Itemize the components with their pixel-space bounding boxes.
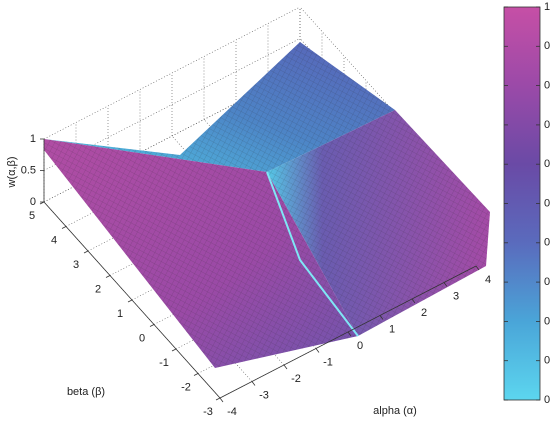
colorbar-tick-label: 0.4 (544, 237, 550, 249)
axes: -4 -3 -2 -1 0 1 2 3 4 -3 -2 -1 0 1 2 3 4 5 0 0.5 1 (21, 133, 491, 418)
colorbar-tick-label: 0.1 (544, 355, 550, 367)
surface-patch (44, 42, 490, 368)
colorbar-tick-label: 0.3 (544, 276, 550, 288)
colorbar-tick-label: 0.8 (544, 80, 550, 92)
x-tick-label: -3 (259, 389, 269, 401)
y-tick (215, 397, 221, 401)
y-tick-label: 0 (139, 332, 145, 344)
x-tick-label: -1 (323, 356, 333, 368)
x-tick-label: -2 (291, 373, 301, 385)
x-tick-label: 2 (421, 307, 427, 319)
y-tick-label: 4 (51, 234, 57, 246)
colorbar-tick-label: 1 (544, 1, 550, 13)
x-tick-label: 1 (389, 323, 395, 335)
colorbar-tick-label: 0 (544, 394, 550, 406)
colorbar (503, 6, 541, 401)
y-tick (127, 299, 133, 303)
colorbar-tick-label: 0.7 (544, 119, 550, 131)
x-tick (347, 331, 352, 337)
x-tick-label: 0 (357, 340, 363, 352)
x-tick-label: 3 (453, 290, 459, 302)
x-tick (443, 282, 448, 287)
z-tick-label: 1 (30, 133, 36, 145)
y-tick (83, 250, 89, 254)
x-tick-label: -4 (227, 406, 237, 418)
colorbar-tick-label: 0.9 (544, 40, 550, 52)
z-tick-label: 0.5 (21, 164, 36, 176)
x-tick (251, 381, 256, 386)
y-tick (193, 373, 199, 376)
surface (44, 42, 490, 368)
y-tick-label: -2 (181, 381, 191, 393)
colorbar-tick-label: 0.6 (544, 158, 550, 170)
y-tick (61, 226, 67, 229)
y-axis-label: beta (β) (67, 386, 105, 398)
x-tick (475, 265, 480, 271)
x-tick (315, 348, 320, 353)
colorbar-tick-label: 0.2 (544, 315, 550, 327)
surface-ridge (266, 171, 359, 337)
y-tick-label: 3 (73, 259, 79, 271)
y-tick-label: -1 (159, 357, 169, 369)
x-tick (379, 315, 384, 320)
y-tick-label: 5 (29, 210, 35, 222)
y-tick (149, 324, 155, 327)
x-tick (283, 364, 288, 370)
y-tick-label: -3 (203, 406, 213, 418)
x-tick-label: 4 (485, 274, 491, 286)
z-axis-label: w(α,β) (6, 156, 18, 188)
x-tick (219, 397, 224, 403)
y-tick-label: 2 (95, 283, 101, 295)
grid-line (299, 6, 477, 204)
y-tick (105, 275, 111, 278)
x-axis-label: alpha (α) (373, 405, 417, 417)
z-tick-label: 0 (30, 196, 36, 208)
y-tick (171, 348, 177, 352)
y-tick-label: 1 (117, 308, 123, 320)
grid-line (43, 6, 301, 140)
colorbar-tick-label: 0.5 (544, 197, 550, 209)
x-tick (411, 298, 416, 304)
